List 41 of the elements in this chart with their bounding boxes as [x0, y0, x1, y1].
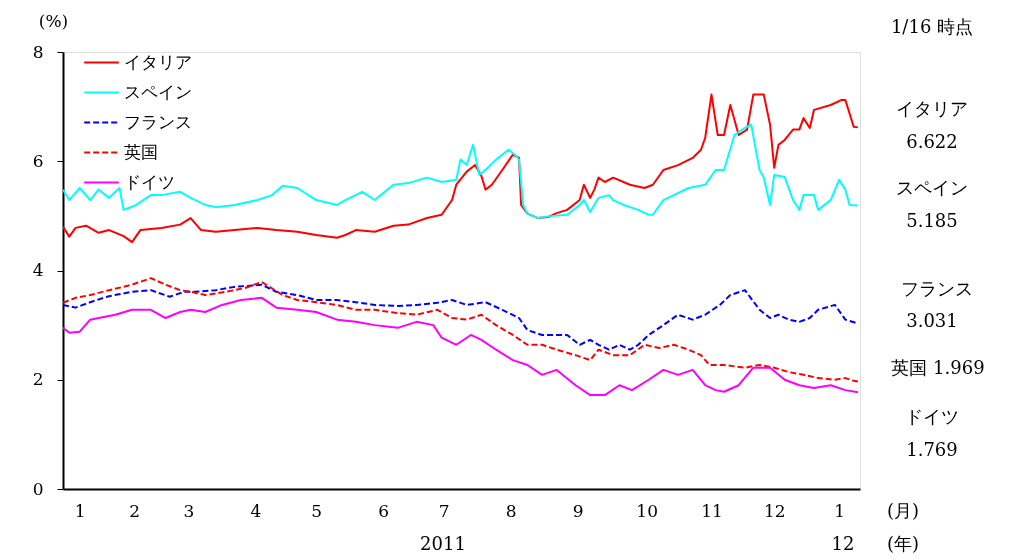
- text: フランス: [901, 278, 973, 299]
- x-tick-label: 1: [834, 500, 845, 521]
- y-axis-title: (%): [38, 10, 69, 31]
- text: 2011: [420, 533, 466, 554]
- text: スペイン: [896, 177, 968, 198]
- y-tick-label: 0: [32, 478, 44, 499]
- x-tick-label: 3: [183, 500, 195, 521]
- legend-label: スペイン: [124, 81, 192, 102]
- legend-label: イタリア: [124, 51, 192, 72]
- text: (年): [886, 533, 920, 554]
- text: (月): [886, 500, 920, 521]
- x-tick-label: 11: [701, 500, 723, 521]
- text: イタリア: [896, 98, 968, 119]
- x-tick-label: 2: [129, 500, 141, 521]
- text: 6.622: [906, 131, 958, 152]
- text: 5.185: [906, 210, 958, 231]
- x-tick-label: 5: [311, 500, 323, 521]
- y-tick-label: 2: [32, 369, 44, 390]
- line-series: [63, 296, 859, 397]
- x-tick-label: 9: [572, 500, 584, 521]
- line-series: [63, 283, 859, 351]
- x-tick-label: 4: [250, 500, 262, 521]
- line-series: [63, 277, 859, 383]
- text: 3.031: [906, 310, 958, 331]
- x-tick-label: 6: [378, 500, 389, 521]
- legend-label: フランス: [124, 111, 192, 132]
- text: 1/16 時点: [890, 16, 974, 37]
- y-tick-label: 6: [32, 150, 44, 171]
- x-tick-label: 8: [505, 500, 517, 521]
- legend-label: 英国: [124, 141, 158, 162]
- text: 12: [831, 533, 855, 554]
- x-tick-label: 7: [438, 500, 450, 521]
- text: ドイツ: [905, 406, 959, 427]
- text: 1.769: [906, 439, 958, 460]
- legend-label: ドイツ: [124, 171, 175, 192]
- text: 英国 1.969: [891, 357, 985, 378]
- x-tick-label: 12: [763, 500, 786, 521]
- x-tick-label: 1: [74, 500, 86, 521]
- y-tick-label: 4: [32, 260, 44, 280]
- y-tick-label: 8: [32, 41, 44, 62]
- x-tick-label: 10: [636, 500, 658, 521]
